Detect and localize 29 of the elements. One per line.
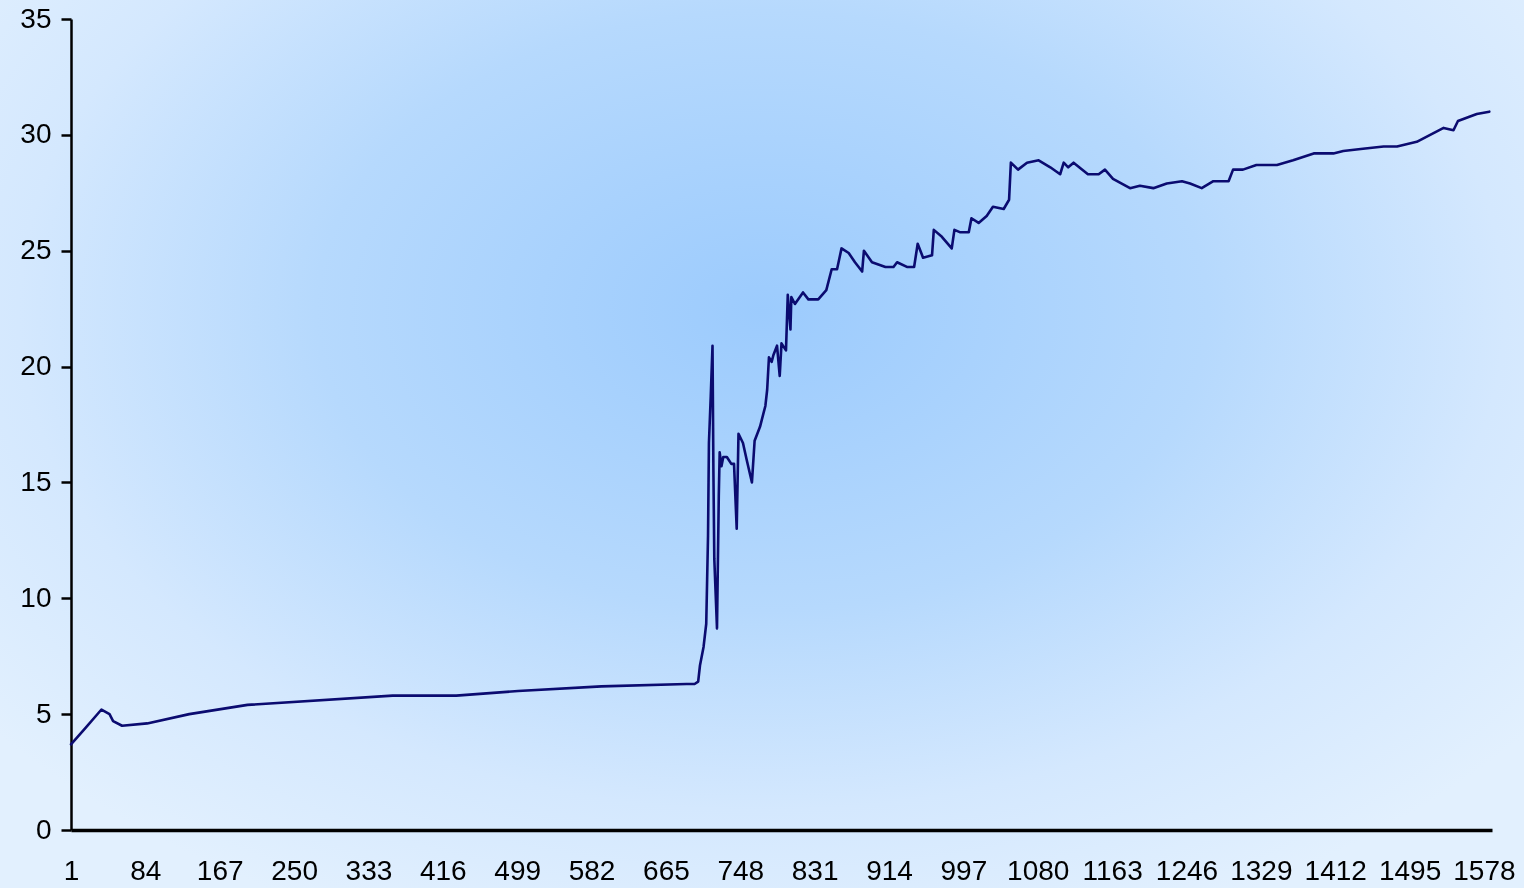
x-tick-label: 831 bbox=[791, 854, 839, 886]
x-tick-label: 416 bbox=[419, 854, 467, 886]
y-tick-label: 20 bbox=[20, 350, 52, 382]
y-tick-label: 5 bbox=[35, 697, 52, 729]
x-tick-label: 1 bbox=[63, 854, 80, 886]
x-tick-label: 1163 bbox=[1082, 854, 1143, 886]
y-tick-label: 0 bbox=[35, 813, 52, 845]
line-series bbox=[69, 110, 1491, 746]
x-tick-label: 1495 bbox=[1378, 854, 1442, 886]
x-tick-label: 665 bbox=[643, 854, 690, 886]
x-tick-label: 333 bbox=[345, 854, 393, 886]
x-tick-label: 84 bbox=[130, 854, 162, 886]
x-tick-label: 582 bbox=[568, 854, 616, 886]
x-tick-label: 1412 bbox=[1304, 854, 1367, 886]
x-tick-label: 250 bbox=[271, 854, 318, 886]
x-tick-label: 914 bbox=[866, 854, 913, 886]
x-tick-label: 1578 bbox=[1453, 854, 1516, 886]
y-tick-label: 15 bbox=[20, 465, 52, 497]
y-tick-label: 35 bbox=[20, 2, 52, 34]
x-tick-label: 997 bbox=[940, 854, 988, 886]
y-tick-label: 30 bbox=[20, 118, 52, 150]
x-tick-label: 1329 bbox=[1230, 854, 1293, 886]
x-tick-label: 1246 bbox=[1155, 854, 1219, 886]
x-tick-label: 748 bbox=[717, 854, 765, 886]
y-tick-label: 25 bbox=[20, 234, 52, 266]
x-tick-label: 167 bbox=[196, 854, 244, 886]
y-tick-label: 10 bbox=[20, 581, 52, 613]
x-tick-label: 499 bbox=[494, 854, 542, 886]
x-tick-label: 1080 bbox=[1007, 854, 1070, 886]
